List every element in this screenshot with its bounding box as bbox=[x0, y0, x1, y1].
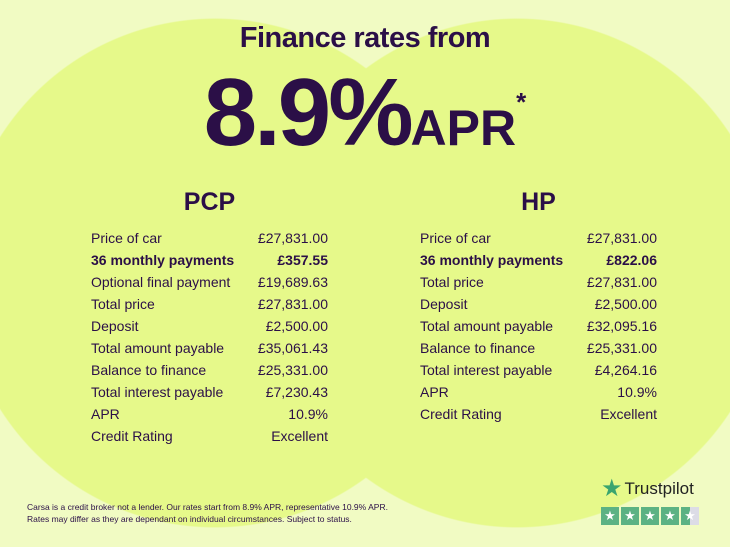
disclaimer-line-2: Rates may differ as they are dependant o… bbox=[27, 514, 352, 524]
row-label: Total price bbox=[420, 274, 484, 290]
row-label: Deposit bbox=[420, 296, 468, 312]
row-label: APR bbox=[420, 384, 449, 400]
disclaimer-line-1: Carsa is a credit broker not a lender. O… bbox=[27, 502, 388, 512]
table-row: Total amount payable £35,061.43 bbox=[91, 337, 328, 359]
table-row: Total price £27,831.00 bbox=[91, 293, 328, 315]
table-row: Balance to finance £25,331.00 bbox=[91, 359, 328, 381]
table-row: Total interest payable £7,230.43 bbox=[91, 381, 328, 403]
table-row: Optional final payment £19,689.63 bbox=[91, 271, 328, 293]
row-value: £35,061.43 bbox=[257, 340, 328, 356]
row-label: Price of car bbox=[91, 230, 162, 246]
row-value: 10.9% bbox=[288, 406, 328, 422]
trustpilot-rating: ★ ★ ★ ★ ★ bbox=[601, 507, 711, 525]
table-row: Deposit £2,500.00 bbox=[91, 315, 328, 337]
row-value: £822.06 bbox=[606, 252, 657, 268]
trustpilot-label: Trustpilot bbox=[624, 478, 694, 498]
row-value: £4,264.16 bbox=[594, 362, 657, 378]
row-label: Balance to finance bbox=[420, 340, 536, 356]
table-row: Total amount payable £32,095.16 bbox=[420, 315, 657, 337]
table-row: Total interest payable £4,264.16 bbox=[420, 359, 657, 381]
table-row: Credit Rating Excellent bbox=[91, 425, 328, 447]
table-row: Deposit £2,500.00 bbox=[420, 293, 657, 315]
trustpilot-badge[interactable]: ★ Trustpilot ★ ★ ★ ★ ★ bbox=[601, 474, 711, 525]
table-row: 36 monthly payments £357.55 bbox=[91, 249, 328, 271]
row-label: Balance to finance bbox=[91, 362, 207, 378]
row-value: £19,689.63 bbox=[257, 274, 328, 290]
pcp-rows: Price of car £27,831.00 36 monthly payment… bbox=[91, 227, 328, 447]
row-value: £27,831.00 bbox=[586, 274, 657, 290]
row-value: £27,831.00 bbox=[586, 230, 657, 246]
row-label: Credit Rating bbox=[91, 428, 173, 444]
row-value: £27,831.00 bbox=[257, 296, 328, 312]
row-label: 36 monthly payments bbox=[91, 252, 235, 268]
headline: Finance rates from bbox=[239, 22, 491, 54]
row-label: Deposit bbox=[91, 318, 139, 334]
rating-star-icon: ★ bbox=[621, 507, 639, 525]
row-value: £357.55 bbox=[277, 252, 328, 268]
row-value: £25,331.00 bbox=[586, 340, 657, 356]
pcp-table: PCP Price of car £27,831.00 36 monthly pay… bbox=[91, 188, 328, 447]
table-row: Price of car £27,831.00 bbox=[420, 227, 657, 249]
row-label: 36 monthly payments bbox=[420, 252, 564, 268]
row-label: Credit Rating bbox=[420, 406, 502, 422]
table-row: Balance to finance £25,331.00 bbox=[420, 337, 657, 359]
row-label: Total amount payable bbox=[91, 340, 225, 356]
row-value: £2,500.00 bbox=[594, 296, 657, 312]
row-value: £2,500.00 bbox=[265, 318, 328, 334]
row-value: Excellent bbox=[600, 406, 657, 422]
asterisk: * bbox=[516, 87, 527, 117]
rate-suffix: APR bbox=[410, 100, 517, 156]
row-value: £27,831.00 bbox=[257, 230, 328, 246]
row-label: Total interest payable bbox=[91, 384, 224, 400]
disclaimer: Carsa is a credit broker not a lender. O… bbox=[27, 501, 447, 525]
row-value: Excellent bbox=[271, 428, 328, 444]
row-label: Optional final payment bbox=[91, 274, 231, 290]
table-row: 36 monthly payments £822.06 bbox=[420, 249, 657, 271]
row-value: £32,095.16 bbox=[586, 318, 657, 334]
table-row: Price of car £27,831.00 bbox=[91, 227, 328, 249]
pcp-title: PCP bbox=[183, 188, 236, 216]
row-value: £25,331.00 bbox=[257, 362, 328, 378]
rate-value: 8.9% bbox=[203, 59, 414, 166]
hp-table: HP Price of car £27,831.00 36 monthly paym… bbox=[420, 188, 657, 425]
table-row: Credit Rating Excellent bbox=[420, 403, 657, 425]
row-label: Total price bbox=[91, 296, 155, 312]
row-label: Price of car bbox=[420, 230, 491, 246]
table-row: APR 10.9% bbox=[91, 403, 328, 425]
rating-star-icon: ★ bbox=[641, 507, 659, 525]
table-row: APR 10.9% bbox=[420, 381, 657, 403]
trustpilot-logo: ★ Trustpilot bbox=[601, 474, 711, 503]
rating-star-icon: ★ bbox=[601, 507, 619, 525]
rate-display: 8.9%APR* bbox=[0, 58, 730, 168]
row-value: 10.9% bbox=[617, 384, 657, 400]
row-label: APR bbox=[91, 406, 120, 422]
rating-half-star-icon: ★ bbox=[681, 507, 699, 525]
row-label: Total amount payable bbox=[420, 318, 554, 334]
table-row: Total price £27,831.00 bbox=[420, 271, 657, 293]
row-value: £7,230.43 bbox=[265, 384, 328, 400]
trustpilot-star-icon: ★ bbox=[601, 475, 623, 502]
hp-title: HP bbox=[521, 188, 556, 216]
hp-rows: Price of car £27,831.00 36 monthly payment… bbox=[420, 227, 657, 425]
rating-star-icon: ★ bbox=[661, 507, 679, 525]
row-label: Total interest payable bbox=[420, 362, 553, 378]
